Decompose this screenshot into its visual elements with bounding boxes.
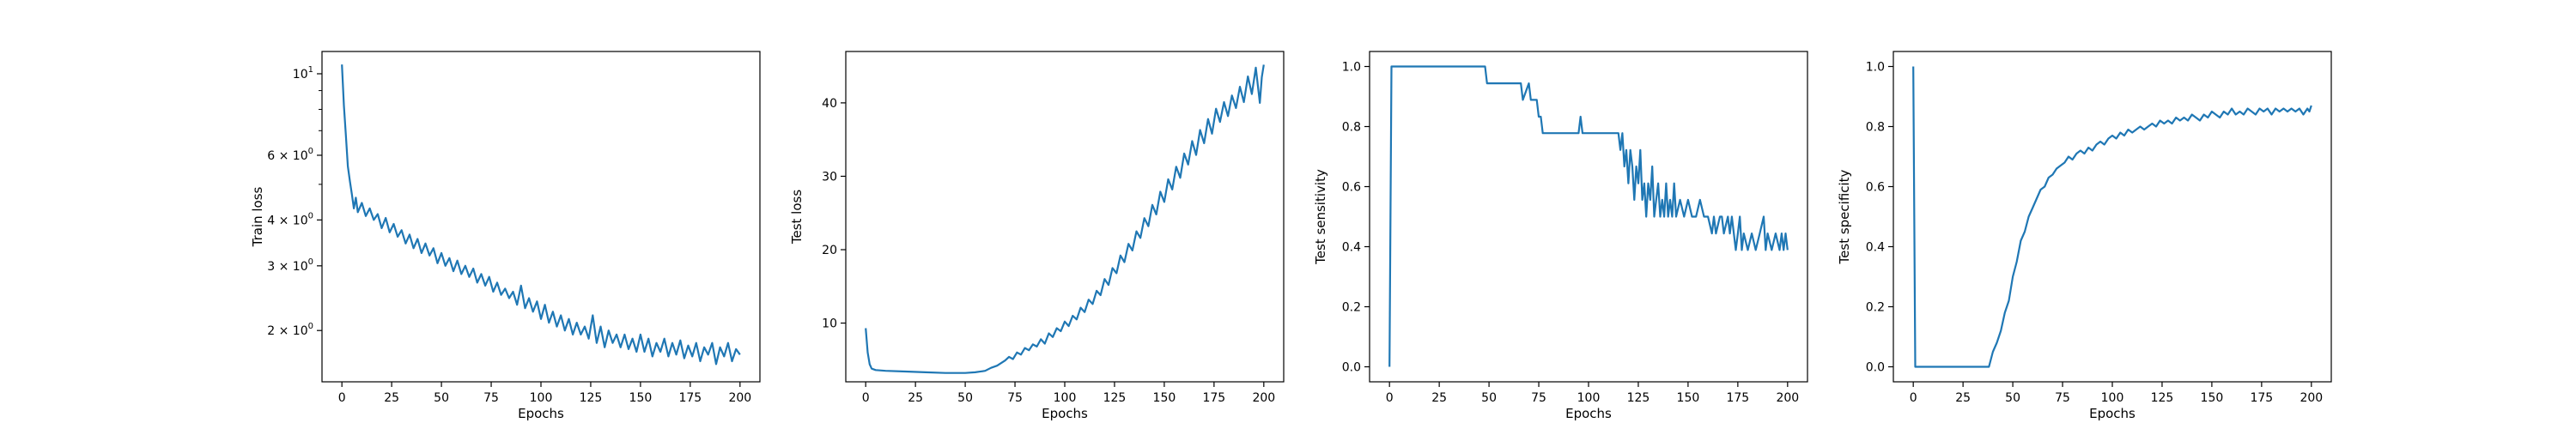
x-tick-label: 75 <box>2055 391 2070 405</box>
y-tick-label: 1.0 <box>1342 61 1361 75</box>
x-tick-label: 150 <box>629 391 653 405</box>
x-tick-label: 125 <box>2151 391 2174 405</box>
x-tick-label: 25 <box>908 391 923 405</box>
chart-panel-3: 0 25 50 75 100 125 150 175 200 0.0 0.2 0.4 0.6 0.8 1.0… <box>1313 51 1808 421</box>
x-axis-label: Epochs <box>518 406 564 421</box>
y-tick-label: 0.6 <box>1342 181 1361 195</box>
series-line <box>1912 66 2312 368</box>
y-axis-label: Test specificity <box>1837 169 1852 264</box>
y-tick-label: 0.0 <box>1866 361 1885 375</box>
chart-panel-4: 0 25 50 75 100 125 150 175 200 0.0 0.2 0.4 0.6 0.8 1.0… <box>1837 51 2332 421</box>
x-tick-label: 100 <box>1577 391 1601 405</box>
x-tick-label: 100 <box>1054 391 1077 405</box>
y-tick-label: 10 <box>822 317 837 331</box>
x-tick-label: 0 <box>1386 391 1394 405</box>
y-tick-label: 0.4 <box>1866 241 1885 255</box>
x-tick-label: 175 <box>1726 391 1749 405</box>
x-tick-label: 200 <box>2300 391 2323 405</box>
series-line <box>1388 65 1789 367</box>
x-tick-label: 150 <box>1677 391 1700 405</box>
y-tick-label: 4 × 100 <box>267 211 313 227</box>
x-tick-label: 50 <box>434 391 449 405</box>
y-tick-label: 30 <box>822 170 837 184</box>
x-tick-label: 150 <box>1153 391 1176 405</box>
y-tick-label: 1.0 <box>1866 61 1885 75</box>
y-tick-label: 40 <box>822 97 837 111</box>
x-tick-label: 50 <box>957 391 973 405</box>
y-tick-label: 0.2 <box>1866 301 1885 315</box>
y-tick-label: 2 × 100 <box>267 322 313 338</box>
x-tick-label: 75 <box>1007 391 1023 405</box>
series-line <box>341 64 741 366</box>
x-tick-label: 0 <box>1910 391 1917 405</box>
x-axis-label: Epochs <box>1042 406 1088 421</box>
x-tick-label: 125 <box>580 391 603 405</box>
x-tick-label: 50 <box>2005 391 2020 405</box>
chart-panel-2: 0 25 50 75 100 125 150 175 200 10 20 30 40 Epochs Test… <box>789 51 1285 421</box>
x-axis-label: Epochs <box>1565 406 1612 421</box>
y-tick-label: 20 <box>822 244 837 257</box>
x-tick-label: 200 <box>728 391 751 405</box>
x-tick-label: 0 <box>862 391 870 405</box>
y-tick-label: 0.8 <box>1342 121 1361 135</box>
x-tick-label: 25 <box>384 391 399 405</box>
x-tick-label: 175 <box>1202 391 1225 405</box>
y-tick-label: 0.8 <box>1866 121 1885 135</box>
x-tick-label: 200 <box>1252 391 1275 405</box>
x-tick-label: 125 <box>1627 391 1650 405</box>
x-tick-label: 50 <box>1481 391 1497 405</box>
x-tick-label: 100 <box>530 391 553 405</box>
x-tick-label: 25 <box>1431 391 1447 405</box>
x-tick-label: 25 <box>1955 391 1971 405</box>
y-axis-label: Test sensitivity <box>1313 169 1328 265</box>
y-tick-label: 0.0 <box>1342 361 1361 375</box>
y-axis-label: Test loss <box>789 190 805 245</box>
y-tick-label: 0.2 <box>1342 301 1361 315</box>
x-tick-label: 125 <box>1103 391 1127 405</box>
x-tick-label: 175 <box>678 391 702 405</box>
x-tick-label: 150 <box>2201 391 2224 405</box>
x-tick-label: 200 <box>1776 391 1799 405</box>
y-tick-label: 6 × 100 <box>267 147 313 163</box>
x-tick-label: 75 <box>483 391 499 405</box>
x-tick-label: 0 <box>338 391 346 405</box>
x-tick-label: 100 <box>2101 391 2124 405</box>
y-tick-label: 0.6 <box>1866 181 1885 195</box>
y-axis-label: Train loss <box>250 186 265 247</box>
x-tick-label: 175 <box>2250 391 2273 405</box>
y-tick-label: 0.4 <box>1342 241 1361 255</box>
x-axis-label: Epochs <box>2089 406 2136 421</box>
series-line <box>865 64 1265 374</box>
x-tick-label: 75 <box>1531 391 1546 405</box>
y-tick-label: 3 × 100 <box>267 257 313 274</box>
